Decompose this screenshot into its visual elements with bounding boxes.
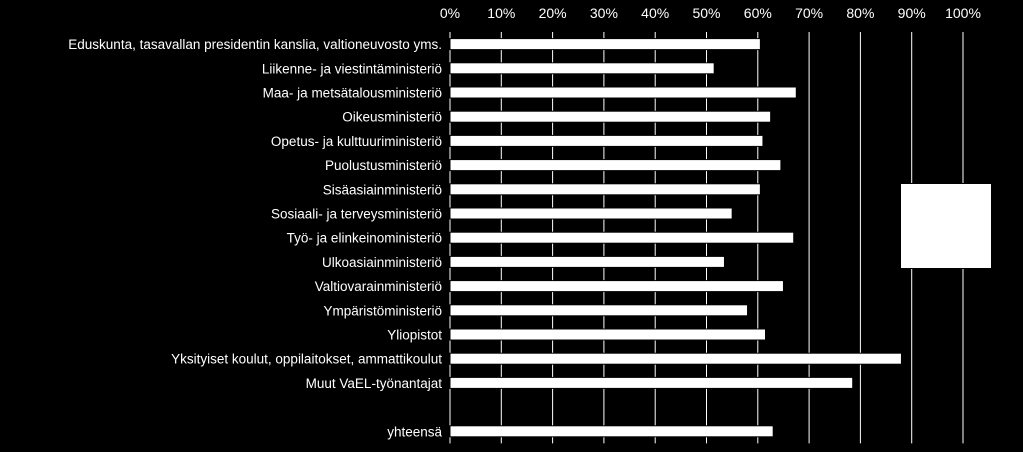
- category-label: Opetus- ja kulttuuriministeriö: [271, 134, 442, 149]
- category-label: Sosiaali- ja terveysministeriö: [271, 207, 442, 222]
- bar: [449, 62, 715, 75]
- bar: [449, 376, 854, 389]
- x-tick-label: 60%: [744, 5, 772, 21]
- category-label: Yliopistot: [387, 328, 442, 343]
- category-labels: Eduskunta, tasavallan presidentin kansli…: [68, 37, 442, 439]
- x-tick-label: 90%: [898, 5, 926, 21]
- bar: [449, 328, 766, 341]
- category-label: Maa- ja metsätalousministeriö: [263, 86, 442, 101]
- bar: [449, 255, 725, 268]
- bar: [449, 159, 782, 172]
- x-tick-label: 50%: [692, 5, 720, 21]
- x-tick-label: 80%: [846, 5, 874, 21]
- x-axis-ticks: 0% 10% 20% 30% 40% 50% 60% 70% 80% 90% 100%: [440, 5, 981, 21]
- x-tick-label: 70%: [795, 5, 823, 21]
- bar: [449, 304, 749, 317]
- category-label: Oikeusministeriö: [342, 110, 442, 125]
- x-tick-label: 100%: [945, 5, 981, 21]
- bar: [449, 352, 902, 365]
- category-label: Työ- ja elinkeinoministeriö: [287, 231, 442, 246]
- bar: [449, 134, 764, 147]
- category-label: yhteensä: [387, 424, 442, 439]
- bar: [449, 231, 795, 244]
- category-label: Sisäasiainministeriö: [323, 182, 442, 197]
- bar: [449, 38, 761, 51]
- x-tick-label: 10%: [487, 5, 515, 21]
- category-label: Muut VaEL-työnantajat: [306, 376, 443, 391]
- category-label: Puolustusministeriö: [325, 158, 442, 173]
- legend-box: [900, 183, 992, 269]
- category-label: Liikenne- ja viestintäministeriö: [262, 61, 442, 76]
- x-tick-label: 30%: [590, 5, 618, 21]
- bars: [449, 38, 902, 438]
- bar: [449, 110, 772, 123]
- category-label: Ympäristöministeriö: [323, 303, 442, 318]
- bar: [449, 207, 733, 220]
- x-tick-label: 0%: [440, 5, 460, 21]
- x-tick-label: 20%: [539, 5, 567, 21]
- bar: [449, 425, 774, 438]
- bar: [449, 183, 761, 196]
- category-label: Ulkoasiainministeriö: [322, 255, 442, 270]
- category-label: Yksityiset koulut, oppilaitokset, ammatt…: [171, 352, 442, 367]
- bar: [449, 86, 797, 99]
- bar: [449, 280, 784, 293]
- category-label: Valtiovarainministeriö: [315, 279, 442, 294]
- category-label: Eduskunta, tasavallan presidentin kansli…: [68, 37, 442, 52]
- x-tick-label: 40%: [641, 5, 669, 21]
